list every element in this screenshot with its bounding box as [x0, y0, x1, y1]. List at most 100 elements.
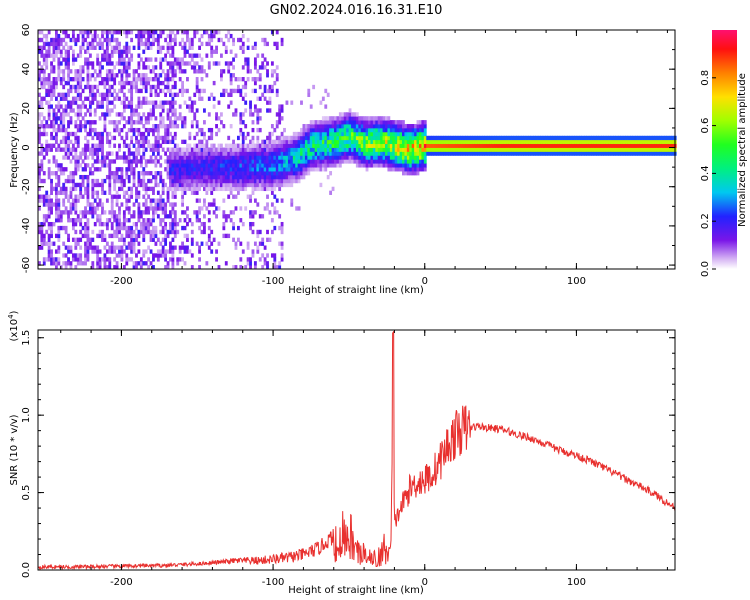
spectrogram-cell	[588, 143, 592, 148]
spectrogram-cell	[188, 155, 192, 160]
spectrogram-cell	[321, 127, 325, 133]
spectrogram-cell	[76, 80, 80, 86]
spectrogram-cell	[96, 33, 100, 39]
spectrogram-cell	[203, 225, 206, 231]
spectrogram-cell	[251, 171, 255, 176]
spectrogram-cell	[198, 159, 201, 164]
spectrogram-cell	[91, 84, 95, 90]
spectrogram-cell	[207, 186, 211, 192]
spectrogram-cell	[171, 155, 175, 160]
spectrogram-cell	[176, 143, 180, 148]
spectrogram-cell	[59, 210, 63, 215]
spectrogram-cell	[122, 265, 126, 270]
spectrogram-cell	[144, 198, 148, 203]
spectrogram-cell	[632, 147, 636, 152]
spectrogram-cell	[181, 171, 184, 176]
spectrogram-cell	[198, 45, 201, 50]
spectrogram-cell	[74, 218, 78, 223]
spectrogram-cell	[353, 159, 357, 164]
spectrogram-cell	[38, 45, 41, 50]
spectrogram-cell	[217, 186, 221, 192]
spectrogram-cell	[358, 139, 362, 145]
spectrogram-cell	[91, 120, 95, 125]
spectrogram-cell	[183, 147, 187, 152]
spectrogram-cell	[181, 194, 184, 199]
spectrogram-cell	[394, 124, 398, 129]
spectrogram-cell	[52, 261, 56, 266]
spectrogram-cell	[353, 151, 357, 156]
spectrogram-cell	[326, 124, 330, 129]
spectrogram-cell	[552, 147, 556, 152]
spectrogram-cell	[326, 131, 330, 137]
spectrogram-cell	[462, 143, 466, 148]
spectrogram-cell	[394, 127, 398, 133]
spectrogram-cell	[215, 112, 218, 117]
spectrogram-cell	[67, 45, 70, 50]
spectrogram-cell	[477, 151, 481, 156]
spectrogram-cell	[147, 159, 151, 164]
spectrogram-cell	[622, 147, 626, 152]
spectrogram-cell	[205, 186, 209, 192]
spectrogram-cell	[152, 233, 155, 239]
spectrogram-cell	[113, 143, 117, 148]
spectrogram-cell	[258, 147, 262, 152]
spectrogram-cell	[152, 127, 155, 133]
spectrogram-cell	[50, 41, 53, 47]
spectrogram-cell	[127, 88, 131, 94]
spectrogram-cell	[130, 104, 134, 109]
spectrogram-cell	[62, 253, 66, 258]
spectrogram-cell	[156, 151, 160, 156]
spectrogram-cell	[312, 151, 316, 156]
spectrogram-cell	[118, 49, 121, 54]
spectrogram-cell	[88, 120, 92, 125]
spectrogram-cell	[200, 139, 204, 145]
spectrogram-cell	[372, 127, 376, 133]
spectrogram-cell	[229, 174, 233, 180]
spectrogram-cell	[105, 69, 109, 74]
spectrogram-cell	[334, 127, 337, 133]
spectrogram-cell	[88, 45, 92, 50]
spectrogram-cell	[205, 206, 209, 211]
spectrogram-cell	[370, 139, 374, 145]
spectrogram-cell	[285, 100, 289, 105]
spectrogram-cell	[105, 49, 109, 54]
spectrogram-cell	[309, 167, 313, 172]
spectrogram-y-tick-label: 60	[21, 24, 32, 37]
spectrogram-cell	[280, 139, 284, 145]
spectrogram-cell	[256, 53, 260, 58]
spectrogram-cell	[159, 202, 163, 207]
spectrogram-cell	[268, 96, 272, 101]
spectrogram-cell	[414, 124, 417, 129]
spectrogram-cell	[59, 53, 63, 58]
spectrogram-cell	[666, 151, 670, 156]
spectrogram-cell	[54, 198, 58, 203]
spectrogram-cell	[156, 41, 160, 47]
spectrogram-cell	[251, 147, 255, 152]
spectrogram-cell	[312, 131, 316, 137]
spectrogram-cell	[93, 245, 97, 250]
spectrogram-cell	[169, 65, 172, 70]
spectrogram-cell	[207, 155, 211, 160]
spectrogram-cell	[275, 182, 279, 188]
spectrogram-cell	[98, 131, 102, 137]
spectrogram-cell	[152, 190, 155, 195]
spectrogram-cell	[469, 151, 473, 156]
spectrogram-cell	[132, 202, 136, 207]
spectrogram-cell	[144, 210, 148, 215]
spectrogram-cell	[52, 65, 56, 70]
spectrogram-cell	[52, 159, 56, 164]
spectrogram-cell	[161, 206, 165, 211]
spectrogram-cell	[528, 151, 532, 156]
spectrogram-cell	[440, 147, 444, 152]
spectrogram-cell	[113, 127, 117, 133]
spectrogram-cell	[178, 249, 182, 254]
spectrogram-cell	[266, 229, 269, 235]
spectrogram-cell	[399, 155, 403, 160]
spectrogram-cell	[62, 171, 66, 176]
spectrogram-cell	[76, 112, 80, 117]
spectrogram-cell	[571, 139, 575, 145]
spectrogram-cell	[659, 139, 663, 145]
spectrogram-cell	[365, 131, 369, 137]
spectrogram-cell	[115, 174, 119, 180]
spectrogram-cell	[275, 45, 279, 50]
